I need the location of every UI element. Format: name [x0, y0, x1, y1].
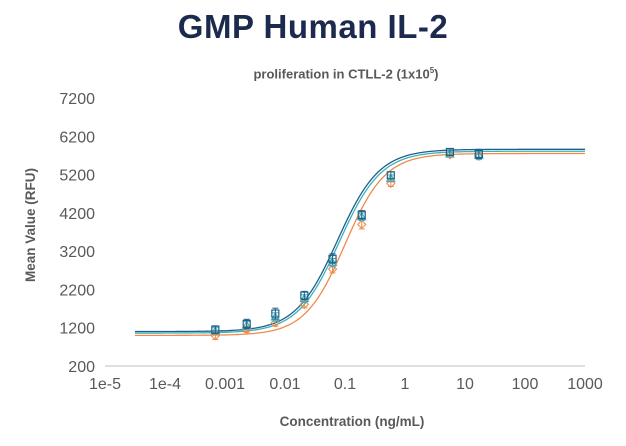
marker-diamond [299, 299, 310, 310]
subtitle-close: ) [434, 66, 439, 82]
y-tick-label: 5200 [59, 168, 95, 185]
marker-square [386, 171, 395, 180]
y-axis-title: Mean Value (RFU) [23, 168, 38, 282]
data-point [474, 148, 483, 159]
x-tick-label: 100 [512, 376, 539, 393]
marker-triangle [385, 173, 396, 182]
x-tick-label: 1e-5 [89, 376, 121, 393]
marker-diamond [474, 151, 484, 161]
y-tick-label: 2200 [59, 282, 95, 299]
y-tick-label: 1200 [59, 321, 95, 338]
fit-curve-2 [135, 150, 585, 334]
data-points [210, 147, 484, 341]
y-tick-label: 200 [68, 359, 95, 376]
marker-square [357, 210, 366, 219]
data-point [271, 307, 280, 320]
data-point [242, 318, 251, 329]
marker-square [328, 254, 337, 263]
data-point [357, 210, 366, 220]
subtitle-text: proliferation in CTLL-2 (1x10 [253, 66, 430, 82]
data-point [300, 290, 309, 301]
x-tick-label: 0.01 [269, 376, 300, 393]
x-tick-label: 0.001 [205, 376, 245, 393]
subtitle-superscript: 5 [429, 66, 435, 75]
marker-triangle [356, 211, 367, 221]
marker-diamond [327, 264, 338, 274]
x-tick-label: 1 [401, 376, 410, 393]
x-axis-title: Concentration (ng/mL) [280, 414, 425, 429]
x-tick-label: 1000 [567, 376, 603, 393]
marker-square [271, 309, 280, 318]
chart-subtitle: proliferation in CTLL-2 (1x105) [226, 66, 466, 81]
y-tick-labels: 200 1200 2200 3200 4200 5200 6200 7200 [59, 91, 95, 376]
data-point [386, 171, 395, 180]
marker-square [211, 325, 220, 334]
x-tick-labels: 1e-5 1e-4 0.001 0.01 0.1 1 10 100 1000 [89, 376, 603, 393]
x-tick-label: 0.1 [334, 376, 356, 393]
data-point [211, 325, 220, 334]
y-tick-label: 7200 [59, 91, 95, 108]
fit-curves [135, 148, 585, 337]
marker-square [474, 149, 483, 158]
y-tick-label: 4200 [59, 206, 95, 223]
y-tick-label: 3200 [59, 244, 95, 261]
marker-diamond [445, 149, 455, 160]
data-point [445, 147, 454, 157]
marker-square [300, 291, 309, 300]
marker-triangle [444, 148, 455, 158]
marker-square [445, 147, 454, 157]
data-point [299, 299, 310, 310]
marker-triangle [299, 293, 310, 303]
x-tick-label: 1e-4 [149, 376, 181, 393]
chart-title: GMP Human IL-2 [177, 8, 449, 45]
x-tick-label: 10 [456, 376, 474, 393]
fit-curve-1 [135, 148, 585, 333]
fit-curve-3 [135, 152, 585, 337]
marker-diamond [356, 219, 367, 230]
data-point [328, 253, 337, 265]
y-tick-label: 6200 [59, 129, 95, 146]
data-point [356, 219, 367, 230]
marker-square [242, 319, 251, 328]
